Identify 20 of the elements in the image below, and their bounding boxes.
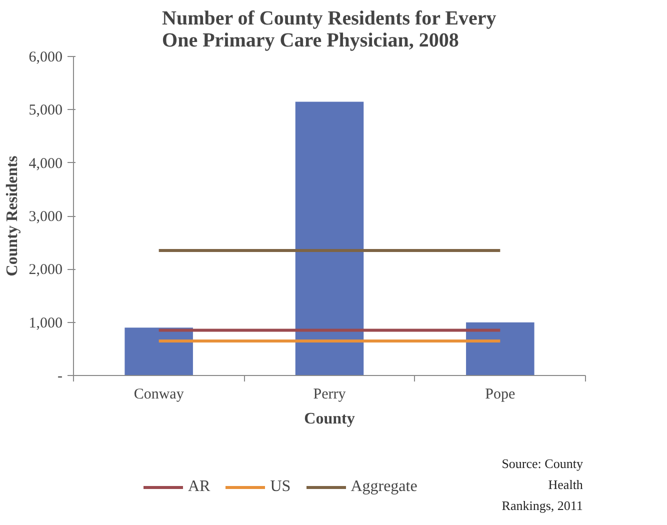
- source-note: Source: County Health Rankings, 2011: [502, 456, 584, 513]
- y-tick-label: 4,000: [28, 156, 62, 172]
- x-tick-label: Pope: [485, 386, 516, 402]
- y-tick-label: 3,000: [28, 209, 62, 225]
- legend-label: Aggregate: [350, 478, 418, 496]
- y-tick-label: -: [58, 368, 63, 384]
- legend-label: AR: [188, 478, 210, 496]
- chart-title: Number of County Residents for Every One Primary Care Physician, 2008: [162, 8, 496, 52]
- bar: [466, 322, 534, 376]
- y-tick-label: 2,000: [28, 262, 62, 278]
- x-tick-label: Perry: [313, 386, 346, 402]
- y-tick-label: 6,000: [28, 50, 62, 66]
- x-tick-label: Conway: [134, 386, 184, 402]
- legend-label: US: [270, 478, 291, 496]
- y-axis-title: County Residents: [4, 156, 21, 276]
- y-tick-label: 5,000: [28, 102, 62, 119]
- bar: [295, 102, 364, 376]
- y-tick-label: 1,000: [28, 315, 62, 332]
- x-axis-title: County: [304, 410, 355, 428]
- bar: [124, 328, 193, 376]
